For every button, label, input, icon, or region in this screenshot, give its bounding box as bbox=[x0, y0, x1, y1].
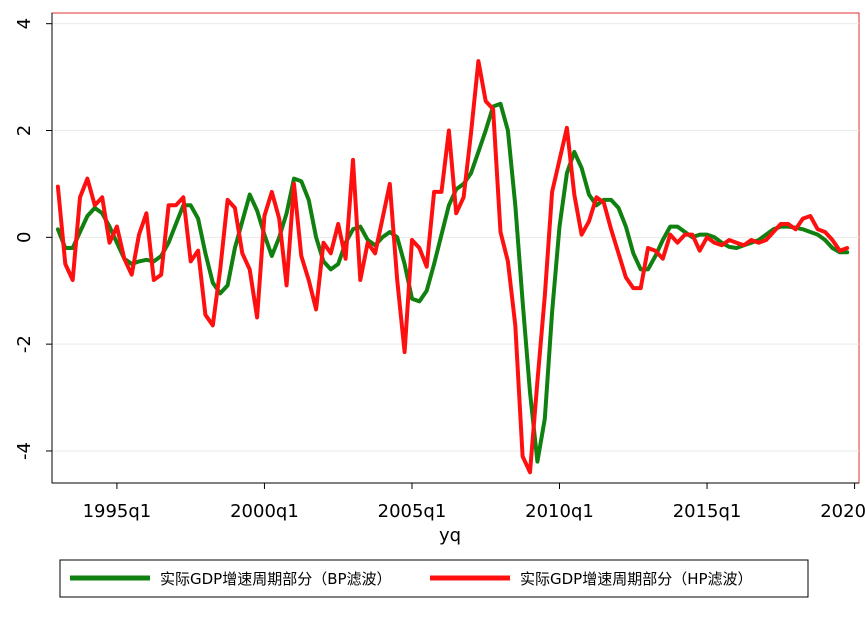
y-tick-label: 4 bbox=[14, 18, 35, 29]
tick-labels: 4 2 0 -2 -4 1995q1 2000q1 2005q1 2010q1 2015q1 202… bbox=[14, 18, 865, 522]
series-lines bbox=[55, 59, 850, 475]
legend: 实际GDP增速周期部分（BP滤波） 实际GDP增速周期部分（HP滤波） bbox=[59, 559, 809, 598]
plot-frame bbox=[51, 12, 860, 484]
x-tick-label: 2005q1 bbox=[378, 501, 447, 522]
legend-label-hp: 实际GDP增速周期部分（HP滤波） bbox=[520, 570, 753, 588]
axes bbox=[46, 13, 859, 489]
legend-label-bp: 实际GDP增速周期部分（BP滤波） bbox=[160, 570, 392, 588]
series-line-hp bbox=[55, 59, 850, 475]
y-tick-label: -4 bbox=[14, 442, 35, 460]
x-tick-label: 2020q1 bbox=[820, 501, 865, 522]
y-tick-label: -2 bbox=[14, 335, 35, 353]
x-axis-title: yq bbox=[439, 525, 461, 546]
y-tick-label: 0 bbox=[14, 232, 35, 243]
series-line-bp bbox=[55, 101, 850, 464]
x-tick-label: 2010q1 bbox=[525, 501, 594, 522]
x-tick-label: 2015q1 bbox=[673, 501, 742, 522]
grid-lines bbox=[52, 23, 859, 452]
x-tick-label: 1995q1 bbox=[83, 501, 152, 522]
y-tick-label: 2 bbox=[14, 125, 35, 136]
x-tick-label: 2000q1 bbox=[230, 501, 299, 522]
